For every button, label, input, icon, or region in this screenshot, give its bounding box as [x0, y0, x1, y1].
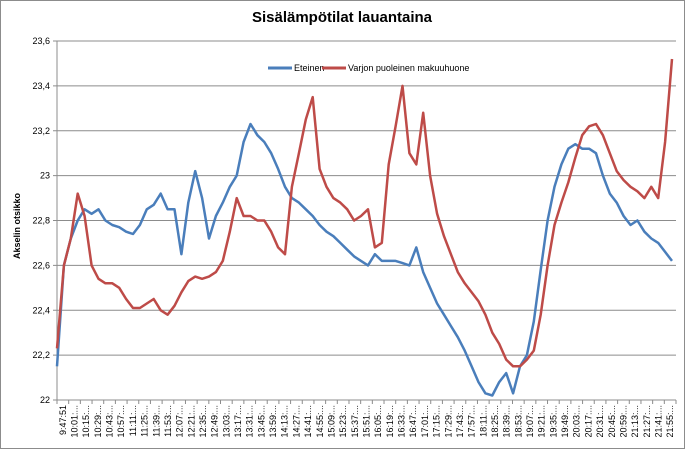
x-tick-label: 14:27:... [291, 405, 301, 438]
x-tick-label: 21:41:... [654, 405, 664, 438]
x-tick-label: 15:51:... [362, 405, 372, 438]
y-tick-label: 23,2 [32, 126, 50, 136]
series-lines [55, 58, 674, 397]
y-tick-label: 23,4 [32, 81, 50, 91]
x-tick-label: 11:53:... [163, 405, 173, 437]
x-tick-label: 17:57:... [467, 405, 477, 438]
x-tick-label: 21:27:... [642, 405, 652, 438]
x-tick-label: 21:55:... [665, 405, 675, 438]
x-tick-label: 11:25:... [140, 405, 150, 437]
x-tick-label: 13:31:... [245, 405, 255, 438]
x-tick-label: 15:09:... [327, 405, 337, 438]
x-tick-label: 20:45:... [607, 405, 617, 438]
x-tick-label: 18:11:... [478, 405, 488, 437]
x-tick-label: 10:01:... [70, 405, 80, 438]
x-tick-label: 12:49:... [210, 405, 220, 438]
series-line-1 [55, 58, 674, 368]
y-tick-label: 22 [40, 395, 50, 405]
x-tick-label: 18:39:... [502, 405, 512, 438]
x-tick-label: 10:29:... [93, 405, 103, 438]
x-tick-label: 17:01:... [420, 405, 430, 438]
x-tick-label: 20:03:... [572, 405, 582, 438]
y-tick-label: 22,4 [32, 305, 50, 315]
x-tick-label: 13:45:... [256, 405, 266, 438]
x-tick-label: 10:43:... [105, 405, 115, 438]
x-tick-label: 9:47:51 [58, 405, 68, 435]
x-tick-label: 19:35:... [548, 405, 558, 438]
x-tick-label: 16:47:... [408, 405, 418, 438]
gridlines [57, 40, 676, 401]
x-tick-label: 15:37:... [350, 405, 360, 438]
x-tick-label: 20:59:... [618, 405, 628, 438]
x-tick-label: 16:33:... [397, 405, 407, 438]
x-tick-label: 20:31:... [595, 405, 605, 438]
y-tick-label: 23,6 [32, 36, 50, 46]
legend-label-makuuhuone: Varjon puoleinen makuuhuone [348, 63, 469, 73]
x-tick-label: 14:13:... [280, 405, 290, 438]
x-tick-label: 16:19:... [385, 405, 395, 438]
legend: Eteinen Varjon puoleinen makuuhuone [268, 63, 469, 73]
x-tick-label: 10:15:... [81, 405, 91, 438]
x-tick-label: 14:41:... [303, 405, 313, 438]
y-tick-label: 22,6 [32, 260, 50, 270]
x-tick-label: 19:07:... [525, 405, 535, 438]
y-tick-label: 23 [40, 171, 50, 181]
x-tick-label: 13:17:... [233, 405, 243, 438]
x-tick-label: 14:55:... [315, 405, 325, 438]
x-tick-label: 21:13:... [630, 405, 640, 438]
x-tick-label: 13:03:... [221, 405, 231, 438]
x-axis-ticks: 9:47:51 10:01:... 10:15:... 10:29:... 10:43:… [56, 400, 677, 438]
x-tick-label: 13:59:... [268, 405, 278, 438]
x-tick-label: 20:17:... [583, 405, 593, 438]
x-tick-label: 16:05:... [373, 405, 383, 438]
y-axis-label: Akselin otsikko [12, 192, 22, 259]
x-tick-label: 19:49:... [560, 405, 570, 438]
legend-label-eteinen: Eteinen [294, 63, 325, 73]
x-tick-label: 19:21:... [537, 405, 547, 438]
x-tick-label: 17:29:... [443, 405, 453, 438]
x-tick-label: 11:11:... [128, 405, 138, 436]
x-tick-label: 11:39:... [151, 405, 161, 437]
series-line-0 [55, 122, 673, 397]
y-tick-label: 22,2 [32, 350, 50, 360]
x-tick-label: 18:25:... [490, 405, 500, 438]
x-tick-label: 12:21:... [186, 405, 196, 438]
x-tick-label: 10:57:... [116, 405, 126, 438]
x-tick-label: 17:43:... [455, 405, 465, 438]
x-tick-label: 12:07:... [175, 405, 185, 438]
y-tick-label: 22,8 [32, 216, 50, 226]
x-tick-label: 17:15:... [432, 405, 442, 438]
x-tick-label: 18:53:... [513, 405, 523, 438]
y-axis-ticks: 22 22,2 22,4 22,6 22,8 23 23,2 23,4 23,6 [32, 36, 57, 405]
x-tick-label: 15:23:... [338, 405, 348, 438]
x-tick-label: 12:35:... [198, 405, 208, 438]
chart-title: Sisälämpötilat lauantaina [252, 9, 433, 26]
